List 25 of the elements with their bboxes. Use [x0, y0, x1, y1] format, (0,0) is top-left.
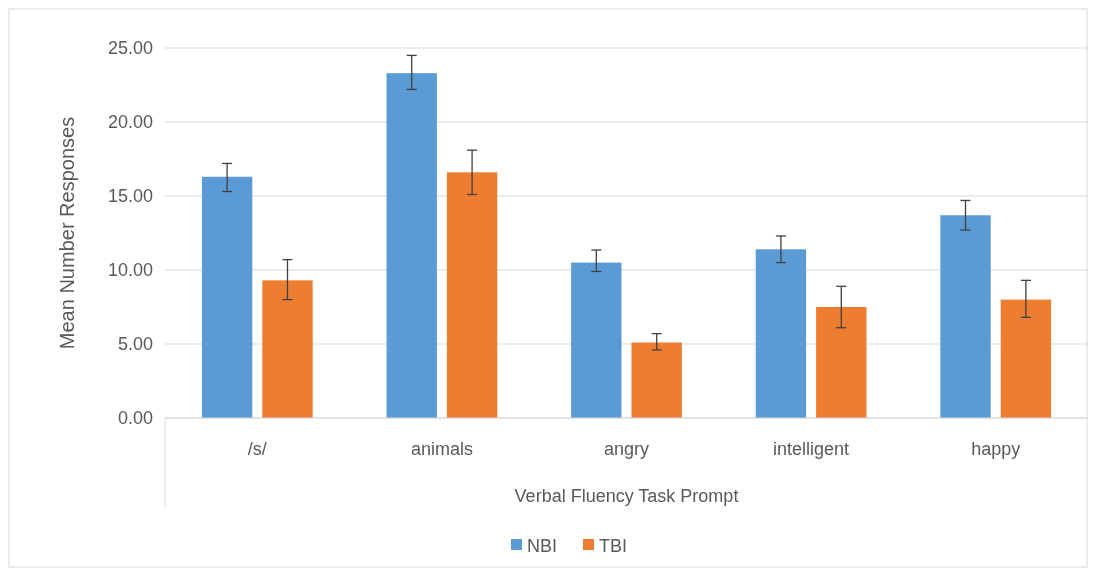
bar [262, 280, 313, 418]
y-tick-label: 25.00 [107, 38, 153, 59]
y-axis-title: Mean Number Responses [56, 116, 78, 350]
y-tick-label: 0.00 [117, 408, 153, 429]
bar [201, 176, 253, 418]
bar [816, 307, 867, 418]
bar [755, 249, 807, 418]
x-tick-label: happy [971, 439, 1021, 459]
legend-label: NBI [527, 536, 558, 557]
x-axis-title: Verbal Fluency Task Prompt [514, 486, 739, 506]
legend-label: TBI [599, 536, 628, 557]
y-tick-label: 20.00 [107, 112, 153, 133]
x-tick-label: intelligent [773, 439, 850, 459]
x-tick-label: animals [410, 439, 473, 459]
bar [631, 342, 682, 418]
x-tick-label: /s/ [247, 439, 267, 459]
bar [446, 172, 498, 418]
bar [1000, 299, 1052, 418]
bar [571, 262, 622, 418]
y-tick-label: 15.00 [107, 186, 153, 207]
bar [386, 73, 437, 418]
bar [940, 215, 991, 418]
y-tick-label: 10.00 [107, 260, 153, 281]
x-tick-label: angry [603, 439, 650, 459]
y-tick-label: 5.00 [117, 334, 153, 355]
